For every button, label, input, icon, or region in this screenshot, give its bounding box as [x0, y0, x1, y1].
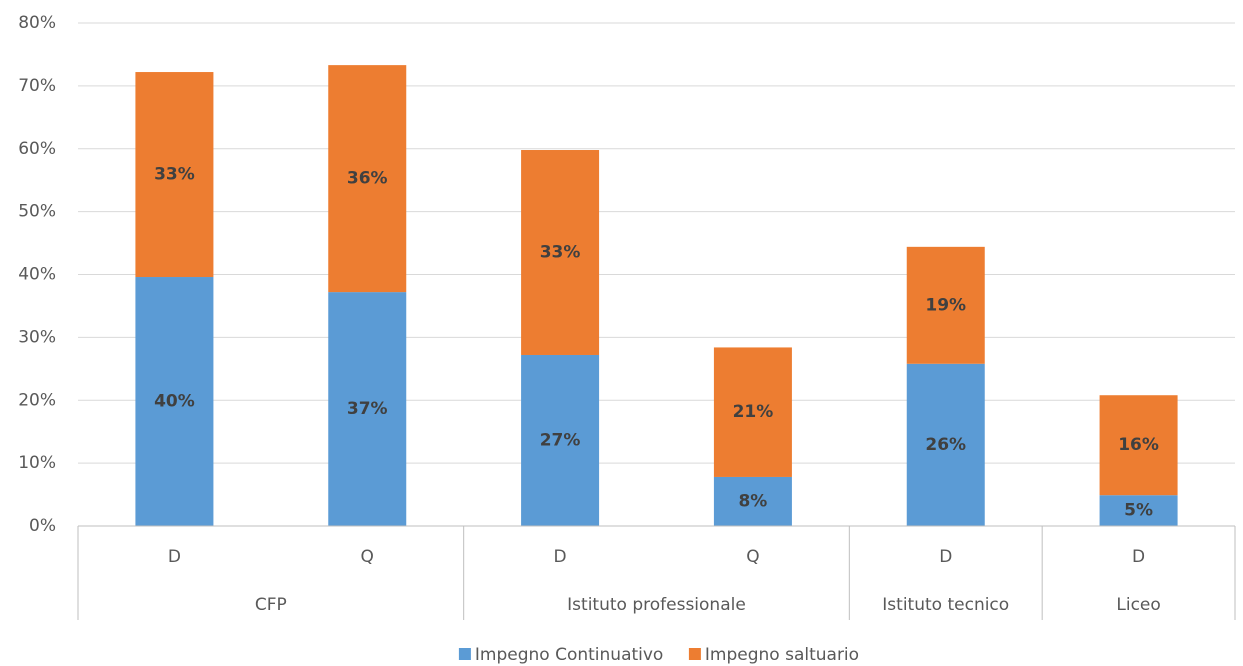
x-tick-label: D: [1132, 547, 1145, 567]
bar-segment: [906, 246, 985, 364]
y-tick-label: 30%: [18, 327, 56, 347]
value-label: 27%: [540, 430, 581, 450]
y-tick-label: 60%: [18, 139, 56, 159]
bar-segment: [906, 363, 985, 526]
value-label: 36%: [347, 169, 388, 189]
legend-swatch: [458, 648, 471, 660]
y-tick-label: 40%: [18, 265, 56, 285]
y-tick-label: 80%: [18, 13, 56, 33]
bar-segment: [1099, 395, 1178, 496]
value-label: 16%: [1118, 435, 1159, 455]
x-tick-label: D: [554, 547, 567, 567]
value-label: 37%: [347, 399, 388, 419]
group-label: Istituto professionale: [567, 595, 746, 615]
group-label: Istituto tecnico: [882, 595, 1009, 615]
value-label: 8%: [738, 491, 767, 511]
y-tick-label: 20%: [18, 390, 56, 410]
bar-segment: [713, 347, 792, 477]
value-label: 19%: [925, 295, 966, 315]
value-label: 26%: [925, 435, 966, 455]
x-tick-label: Q: [361, 547, 374, 567]
bar-segment: [135, 277, 214, 526]
y-tick-label: 10%: [18, 453, 56, 473]
y-tick-label: 0%: [29, 516, 56, 536]
value-label: 40%: [154, 392, 195, 412]
value-label: 21%: [733, 402, 774, 422]
legend-label: Impegno Continuativo: [475, 645, 663, 665]
value-label: 33%: [154, 165, 195, 185]
y-tick-label: 50%: [18, 202, 56, 222]
value-label: 5%: [1124, 501, 1153, 521]
bar-segment: [328, 65, 407, 293]
x-tick-label: Q: [746, 547, 759, 567]
group-label: CFP: [255, 595, 287, 615]
legend-label: Impegno saltuario: [705, 645, 859, 665]
bar-segment: [328, 292, 407, 526]
group-label: Liceo: [1116, 595, 1160, 615]
x-tick-label: D: [168, 547, 181, 567]
y-tick-label: 70%: [18, 76, 56, 96]
bar-segment: [713, 476, 792, 526]
bar-segment: [521, 150, 600, 355]
bar-segment: [1099, 495, 1178, 526]
value-label: 33%: [540, 242, 581, 262]
bar-segment: [521, 354, 600, 526]
bar-segment: [135, 72, 214, 278]
legend-swatch: [688, 648, 701, 660]
x-tick-label: D: [939, 547, 952, 567]
